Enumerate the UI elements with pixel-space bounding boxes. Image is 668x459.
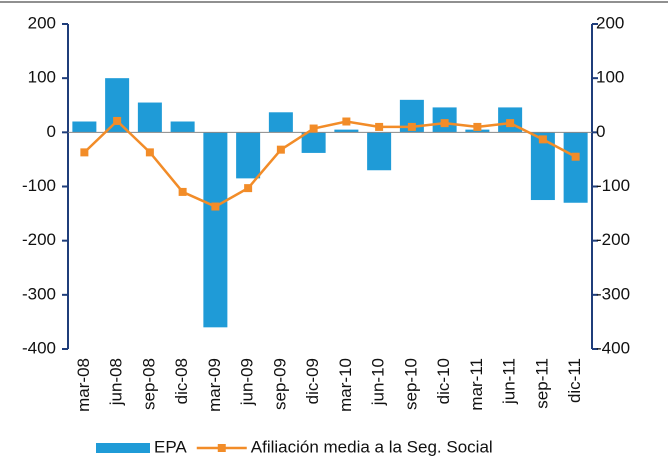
marker <box>440 119 449 128</box>
marker <box>407 122 416 131</box>
y2-tick-label: -300 <box>596 284 630 303</box>
x-tick-label: jun-08 <box>107 358 126 406</box>
bar <box>301 132 326 153</box>
y2-tick-label: -400 <box>596 338 630 357</box>
marker <box>506 119 515 128</box>
marker <box>80 148 89 157</box>
y2-tick-label: 200 <box>596 13 624 32</box>
marker <box>538 135 547 144</box>
y-tick-label: 100 <box>28 68 56 87</box>
y-tick-label: 0 <box>47 122 56 141</box>
marker <box>276 145 285 154</box>
legend-swatch <box>96 443 150 453</box>
y2-tick-label: -100 <box>596 176 630 195</box>
bar <box>137 102 162 133</box>
bar <box>563 132 588 203</box>
bar <box>236 132 261 179</box>
legend-label: Afiliación media a la Seg. Social <box>251 437 493 456</box>
x-tick-label: dic-09 <box>303 358 322 404</box>
marker <box>375 122 384 131</box>
bar <box>170 121 195 133</box>
marker <box>571 152 580 161</box>
marker <box>309 124 318 133</box>
x-tick-label: dic-10 <box>434 358 453 404</box>
x-tick-label: jun-11 <box>500 358 519 405</box>
legend-label: EPA <box>154 437 187 456</box>
bar <box>203 132 228 328</box>
marker <box>244 184 253 193</box>
marker <box>145 148 154 157</box>
y2-tick-label: 100 <box>596 68 624 87</box>
bar <box>268 112 293 133</box>
x-tick-label: jun-09 <box>238 358 257 406</box>
x-tick-label: mar-08 <box>74 358 93 412</box>
line <box>83 119 577 208</box>
x-tick-label: mar-09 <box>205 358 224 412</box>
x-tick-label: jun-10 <box>369 358 388 406</box>
x-tick-label: mar-10 <box>336 358 355 412</box>
marker <box>473 122 482 131</box>
bar <box>367 132 392 171</box>
marker <box>113 116 122 125</box>
marker <box>211 202 220 211</box>
x-tick-label: sep-11 <box>532 358 551 409</box>
x-tick-label: sep-10 <box>401 358 420 410</box>
x-tick-label: mar-11 <box>467 358 486 411</box>
y-tick-label: 200 <box>28 13 56 32</box>
x-tick-label: dic-08 <box>172 358 191 404</box>
bar <box>334 129 359 133</box>
legend-marker <box>217 444 226 452</box>
y-tick-label: -100 <box>22 176 56 195</box>
x-tick-label: sep-09 <box>270 358 289 410</box>
marker <box>342 117 351 126</box>
y-tick-label: -300 <box>22 284 56 303</box>
marker <box>178 187 187 196</box>
y2-tick-label: 0 <box>596 122 605 141</box>
y2-tick-label: -200 <box>596 230 630 249</box>
bar <box>72 121 97 133</box>
y-tick-label: -400 <box>22 338 56 357</box>
bar <box>465 129 490 133</box>
x-tick-label: sep-08 <box>139 358 158 410</box>
x-tick-label: dic-11 <box>565 358 584 403</box>
y-tick-label: -200 <box>22 230 56 249</box>
